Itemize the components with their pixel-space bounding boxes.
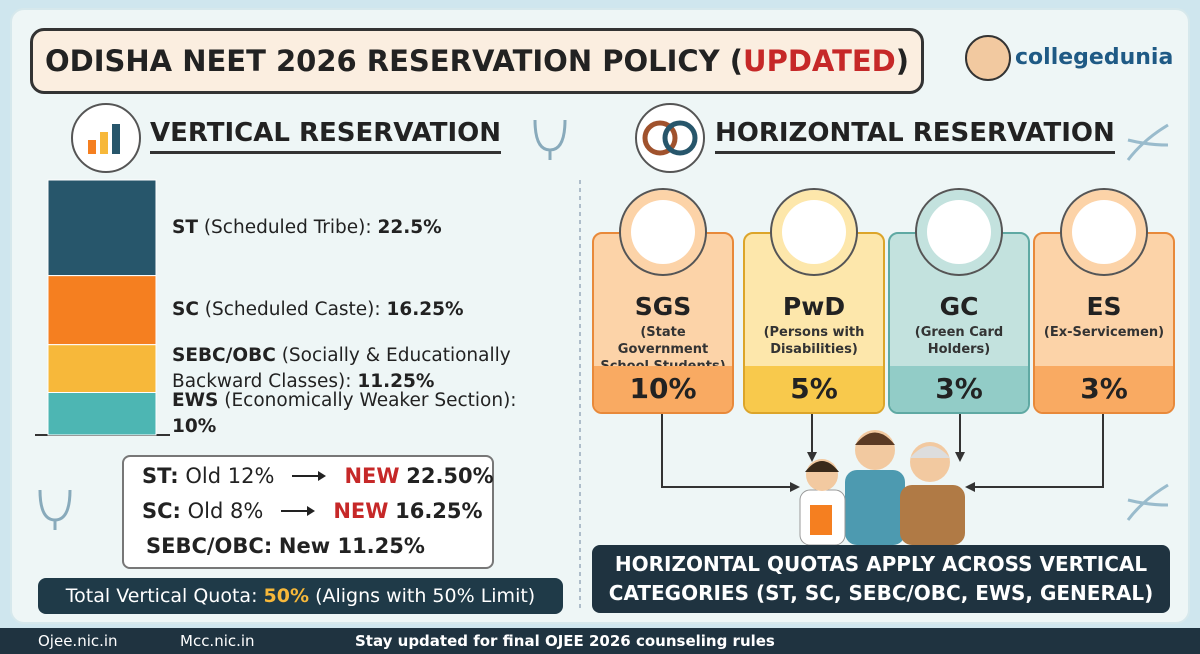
- icon-circle: [635, 103, 705, 173]
- title-box: ODISHA NEET 2026 RESERVATION POLICY (UPD…: [30, 28, 924, 94]
- category-description: (Socially & Educationally Backward Class…: [172, 344, 511, 392]
- category-code: EWS: [172, 389, 219, 411]
- people-illustration: [799, 430, 965, 546]
- change-new: 16.25%: [395, 499, 483, 523]
- footer-message: Stay updated for final OJEE 2026 counsel…: [355, 632, 775, 650]
- bar-segment: [47, 392, 157, 436]
- category-code: SC: [172, 299, 199, 321]
- card-description: (Green Card Holders): [914, 325, 1004, 357]
- total-box: Total Vertical Quota: 50% (Aligns with 5…: [38, 578, 563, 614]
- arrowheads: [790, 452, 975, 492]
- change-new: New 11.25%: [278, 534, 425, 558]
- change-new: 22.50%: [406, 464, 494, 488]
- icon: [88, 140, 96, 154]
- card-code: GC: [939, 292, 979, 321]
- logo-icon: [965, 35, 1011, 81]
- change-old: Old 12%: [185, 464, 275, 488]
- category-label: SC (Scheduled Caste): 16.25%: [172, 297, 552, 323]
- card-description: (Persons with Disabilities): [763, 325, 865, 357]
- category-label: SEBC/OBC (Socially & Educationally Backw…: [172, 343, 552, 395]
- arrow: [292, 471, 327, 481]
- card-percent: 5%: [745, 366, 883, 412]
- icon: [100, 132, 108, 154]
- category-percent: 16.25%: [386, 299, 464, 321]
- total-label: Total Vertical Quota:: [65, 585, 258, 607]
- icon: [642, 120, 678, 156]
- quota-card: ES (Ex-Servicemen) 3%: [1033, 232, 1175, 414]
- change-row: ST: Old 12% NEW 22.50%: [142, 459, 494, 493]
- card-icon: [619, 188, 707, 276]
- change-old: Old 8%: [187, 499, 264, 523]
- total-note: (Aligns with 50% Limit): [315, 585, 536, 607]
- title: ): [895, 44, 910, 78]
- footer-link[interactable]: Ojee.nic.in: [38, 632, 118, 650]
- change-category: SC:: [142, 499, 181, 523]
- section-heading: HORIZONTAL RESERVATION: [715, 118, 1115, 154]
- footer-link[interactable]: Mcc.nic.in: [180, 632, 255, 650]
- connectors: [661, 412, 1104, 488]
- footer: Ojee.nic.in Mcc.nic.in Stay updated for …: [0, 628, 1200, 654]
- change-row: SC: Old 8% NEW 16.25%: [142, 494, 483, 528]
- category-description: (Scheduled Tribe):: [203, 216, 372, 238]
- change-category: ST:: [142, 464, 179, 488]
- dna: [1126, 483, 1169, 521]
- change-category: SEBC/OBC:: [146, 534, 273, 558]
- dna: [1126, 123, 1169, 161]
- logo-text: collegedunia: [1015, 45, 1174, 70]
- category-label: ST (Scheduled Tribe): 22.5%: [172, 215, 552, 241]
- change-row: SEBC/OBC: New 11.25%: [146, 529, 425, 563]
- category-description: (Economically Weaker Section):: [224, 389, 517, 411]
- change-new-tag: NEW: [344, 464, 400, 488]
- title-highlight: UPDATED: [743, 44, 896, 78]
- category-code: ST: [172, 216, 198, 238]
- card-code: SGS: [634, 292, 692, 321]
- icon: [112, 124, 120, 154]
- card-percent: 3%: [890, 366, 1028, 412]
- category-percent: 22.5%: [377, 216, 442, 238]
- category-label: EWS (Economically Weaker Section): 10%: [172, 388, 552, 440]
- changes-box: ST: Old 12% NEW 22.50% SC: Old 8% NEW 16.25…: [122, 455, 494, 569]
- category-percent: 11.25%: [357, 370, 435, 392]
- change-new-tag: NEW: [333, 499, 389, 523]
- card-code: PwD: [782, 292, 846, 321]
- stethoscope: [533, 119, 567, 160]
- horizontal-note: HORIZONTAL QUOTAS APPLY ACROSS VERTICAL …: [592, 545, 1170, 613]
- card-code: ES: [1086, 292, 1122, 321]
- card-percent: 10%: [594, 366, 732, 412]
- section-heading: VERTICAL RESERVATION: [150, 118, 501, 154]
- icon: [662, 120, 698, 156]
- total-value: 50%: [263, 585, 310, 607]
- card-icon: [770, 188, 858, 276]
- category-description: (Scheduled Caste):: [204, 299, 381, 321]
- arrow: [281, 506, 316, 516]
- card-percent: 3%: [1035, 366, 1173, 412]
- stethoscope: [38, 489, 72, 530]
- bar-segment: [47, 344, 157, 393]
- category-code: SEBC/OBC: [172, 344, 276, 366]
- bar-segment: [47, 275, 157, 346]
- category-percent: 10%: [172, 415, 217, 437]
- card-description: (Ex-Servicemen): [1043, 325, 1165, 340]
- title: ODISHA NEET 2026 RESERVATION POLICY (: [44, 44, 744, 78]
- card-icon: [1060, 188, 1148, 276]
- card-icon: [915, 188, 1003, 276]
- bar-segment: [47, 179, 157, 277]
